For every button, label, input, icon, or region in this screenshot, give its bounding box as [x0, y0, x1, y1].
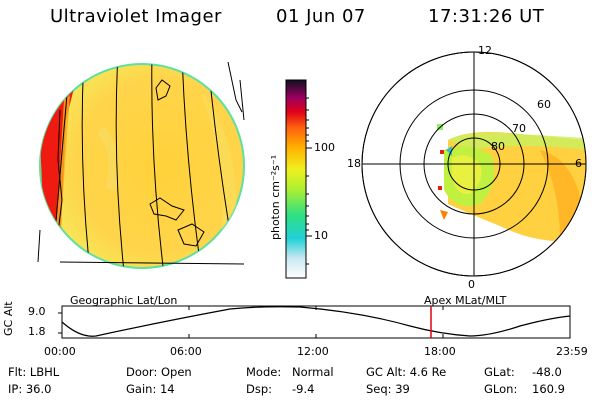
- altitude-ytick-high: 9.0: [28, 305, 46, 318]
- mlt-label-bottom: 0: [468, 278, 475, 291]
- colorbar-unit-label: photon cm⁻²s⁻¹: [269, 154, 282, 240]
- instrument-title: Ultraviolet Imager: [50, 6, 222, 27]
- door-info: Door: Open: [126, 365, 192, 379]
- mlt-label-right: 6: [575, 157, 582, 170]
- ip-info: IP: 36.0: [8, 382, 52, 396]
- geographic-image: [37, 61, 245, 269]
- colorbar-tick-100: 100: [314, 141, 335, 154]
- filter-info: Flt: LBHL: [8, 365, 60, 379]
- altitude-plot: [58, 305, 571, 339]
- time-tick-0600: 06:00: [170, 345, 202, 358]
- glat-value: -48.0: [532, 365, 562, 379]
- mlt-label-top: 12: [478, 44, 492, 57]
- altitude-curve: [61, 306, 571, 337]
- time-tick-1200: 12:00: [297, 345, 329, 358]
- glon-value: 160.9: [532, 382, 565, 396]
- dsp-label: Dsp:: [246, 382, 273, 396]
- mlat-label-80: 80: [491, 140, 505, 153]
- time-tick-2359: 23:59: [556, 345, 588, 358]
- date-label: 01 Jun 07: [276, 6, 366, 27]
- mlat-label-60: 60: [537, 98, 551, 111]
- seq-info: Seq: 39: [366, 382, 410, 396]
- dsp-value: -9.4: [292, 382, 315, 396]
- altitude-ytick-low: 1.8: [28, 325, 46, 338]
- left-panel-caption: Geographic Lat/Lon: [70, 294, 178, 307]
- gc-alt-info: GC Alt: 4.6 Re: [366, 365, 447, 379]
- gain-info: Gain: 14: [126, 382, 175, 396]
- glon-label: GLon:: [484, 382, 518, 396]
- time-label: 17:31:26 UT: [428, 6, 545, 27]
- mode-value: Normal: [292, 365, 334, 379]
- time-tick-1800: 18:00: [424, 345, 456, 358]
- time-tick-0000: 00:00: [44, 345, 76, 358]
- altitude-ylabel: GC Alt: [2, 301, 15, 336]
- polar-plot: [361, 51, 587, 277]
- mlat-label-70: 70: [512, 122, 526, 135]
- color-bar: [285, 79, 312, 279]
- colorbar-tick-10: 10: [314, 229, 328, 242]
- glat-label: GLat:: [484, 365, 515, 379]
- mlt-label-left: 18: [347, 157, 361, 170]
- right-panel-caption: Apex MLat/MLT: [424, 294, 507, 307]
- mode-label: Mode:: [246, 365, 282, 379]
